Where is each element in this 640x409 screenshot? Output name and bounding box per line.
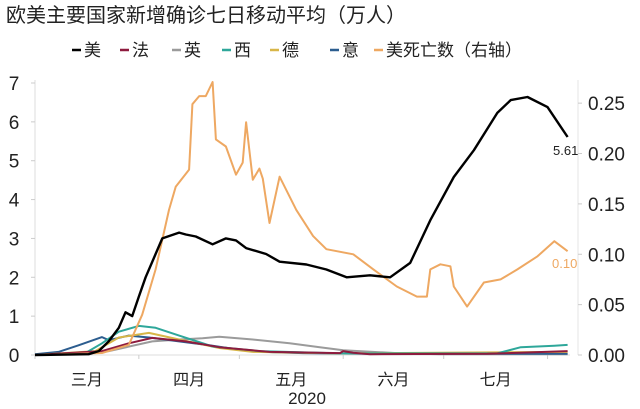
us-last-value-label: 5.61 — [553, 143, 578, 158]
legend-label: 法 — [132, 41, 149, 61]
legend-item: 意 — [330, 41, 359, 61]
legend-item: 美 — [72, 41, 101, 61]
legend-label: 德 — [282, 41, 299, 61]
right-tick-label: 0.10 — [588, 245, 625, 266]
us-deaths-last-value-label: 0.10 — [552, 256, 577, 271]
x-tick-label: 六月 — [377, 370, 409, 389]
x-tick-label: 七月 — [480, 370, 512, 389]
series-line-6 — [34, 81, 569, 356]
legend: 美 法 英 西 德 意 美死亡数（右轴） — [72, 41, 522, 61]
right-tick-label: 0.05 — [588, 296, 625, 317]
left-tick-label: 5 — [9, 152, 20, 173]
chart-title: 欧美主要国家新增确诊七日移动平均（万人） — [6, 3, 406, 27]
legend-label: 美 — [84, 41, 101, 61]
legend-item: 德 — [270, 41, 299, 61]
legend-label: 英 — [184, 41, 201, 61]
left-tick-label: 7 — [9, 74, 20, 95]
legend-label: 西 — [234, 41, 251, 61]
left-tick-label: 4 — [9, 191, 20, 212]
legend-item: 西 — [222, 41, 251, 61]
x-axis-label: 2020 — [288, 389, 326, 408]
series-line-0 — [34, 95, 569, 357]
right-tick-label: 0.00 — [588, 346, 625, 367]
x-tick-label: 三月 — [71, 370, 103, 389]
right-tick-label: 0.20 — [588, 145, 625, 166]
right-tick-label: 0.15 — [588, 195, 625, 216]
legend-item: 英 — [172, 41, 201, 61]
left-y-ticks: 0 1 2 3 4 5 6 7 — [9, 74, 35, 367]
left-tick-label: 3 — [9, 229, 20, 250]
left-tick-label: 1 — [9, 307, 20, 328]
left-tick-label: 2 — [9, 268, 20, 289]
legend-label: 美死亡数（右轴） — [386, 41, 522, 61]
legend-item: 美死亡数（右轴） — [374, 41, 522, 61]
right-y-ticks: 0.00 0.05 0.10 0.15 0.20 0.25 — [578, 94, 625, 367]
series-lines — [34, 81, 569, 357]
right-tick-label: 0.25 — [588, 94, 625, 115]
legend-item: 法 — [120, 41, 149, 61]
x-ticks: 三月 四月 五月 六月 七月 — [34, 355, 549, 389]
series-line-3 — [34, 324, 568, 356]
x-tick-label: 四月 — [173, 370, 205, 389]
x-tick-label: 五月 — [275, 370, 307, 389]
left-tick-label: 0 — [9, 346, 20, 367]
left-tick-label: 6 — [9, 113, 20, 134]
legend-label: 意 — [342, 41, 359, 61]
